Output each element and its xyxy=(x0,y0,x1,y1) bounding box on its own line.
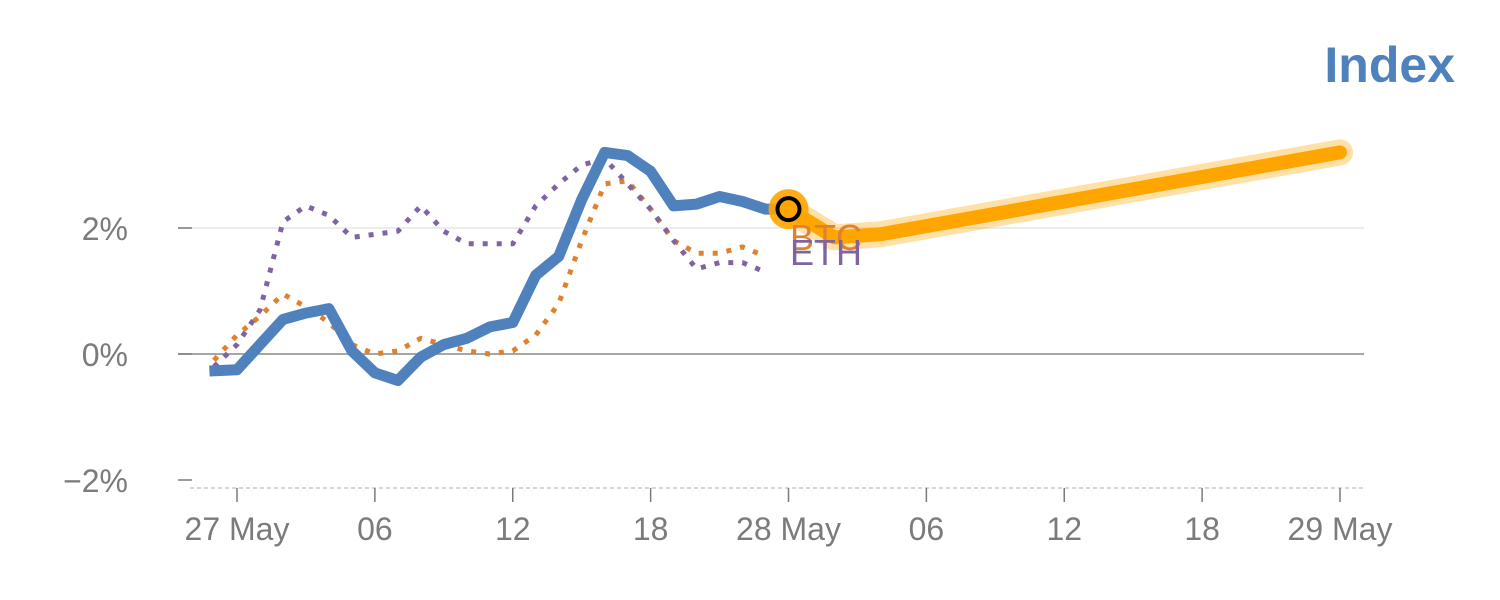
y-tick-label: −2% xyxy=(63,463,128,499)
grid-layer xyxy=(178,227,1364,355)
x-tick-label: 29 May xyxy=(1288,511,1393,547)
x-tick-label: 18 xyxy=(633,511,669,547)
current-point-marker xyxy=(775,196,802,223)
x-tick-label: 27 May xyxy=(185,511,290,547)
y-tick-label: 2% xyxy=(82,211,128,247)
series-label-eth: ETH xyxy=(790,232,862,273)
x-tick-label: 28 May xyxy=(736,511,841,547)
series-layer xyxy=(209,139,1353,386)
series-label-btc: BTC xyxy=(790,217,862,258)
series-line-index xyxy=(209,146,789,386)
series-line-eth xyxy=(212,156,767,369)
x-tick-label: 18 xyxy=(1184,511,1220,547)
x-tick-label: 12 xyxy=(495,511,531,547)
x-tick-label: 06 xyxy=(909,511,945,547)
series-line-btc xyxy=(212,178,767,362)
series-line-forecast xyxy=(781,145,1347,245)
x-tick-label: 06 xyxy=(357,511,393,547)
x-tick-label: 12 xyxy=(1046,511,1082,547)
chart-title: Index xyxy=(1324,37,1455,93)
axis-layer: −2% 0% 2% 27 May 06 12 18 28 May 06 12 18 29 May xyxy=(63,211,1392,547)
y-tick-label: 0% xyxy=(82,337,128,373)
